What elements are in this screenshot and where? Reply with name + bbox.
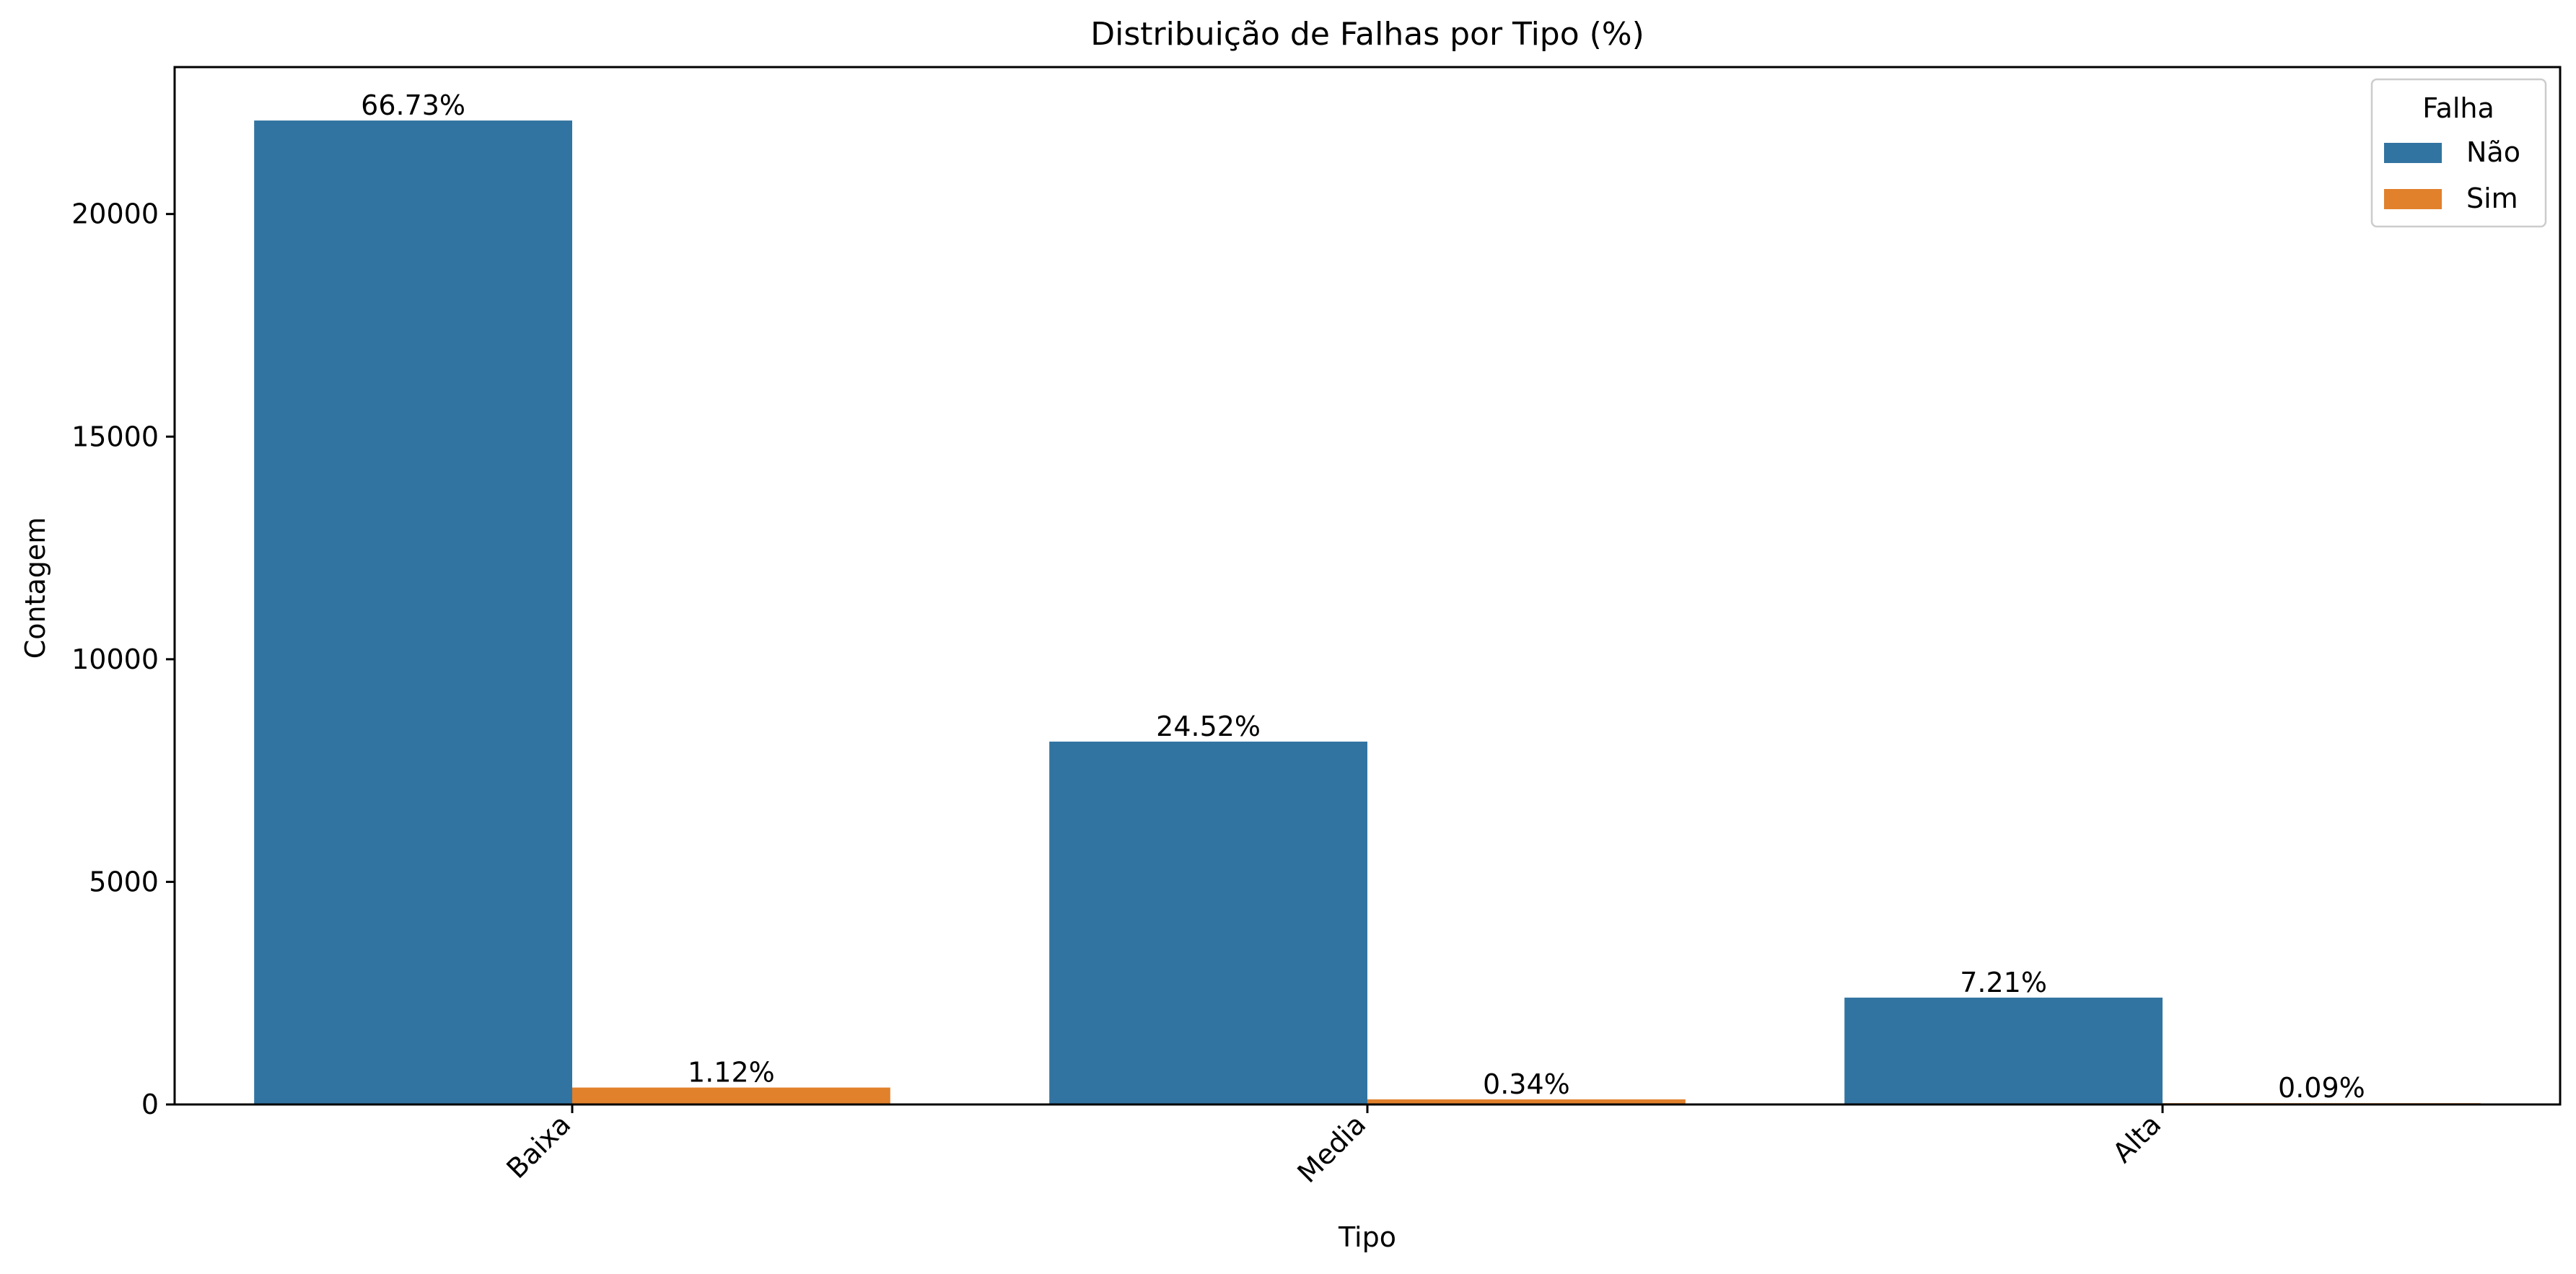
bar-label-baixa-nao: 66.73% bbox=[361, 89, 465, 121]
bar-media-nao bbox=[1049, 742, 1367, 1104]
chart-title: Distribuição de Falhas por Tipo (%) bbox=[1090, 16, 1644, 53]
x-axis-label: Tipo bbox=[1338, 1221, 1396, 1253]
legend-swatch-nao bbox=[2384, 143, 2442, 163]
bar-label-media-sim: 0.34% bbox=[1483, 1068, 1570, 1100]
legend-title: Falha bbox=[2422, 92, 2494, 124]
plot-frame bbox=[173, 66, 2562, 1106]
bar-label-alta-nao: 7.21% bbox=[1960, 967, 2047, 998]
legend-swatch-sim bbox=[2384, 189, 2442, 209]
bar-alta-nao bbox=[1844, 997, 2163, 1104]
legend: Falha Não Sim bbox=[2370, 78, 2547, 228]
bar-baixa-sim bbox=[572, 1087, 890, 1104]
bar-labels-layer: 66.73% 1.12% 24.52% 0.34% 7.21% 0.09% bbox=[361, 89, 2365, 1104]
legend-label-nao: Não bbox=[2466, 136, 2520, 168]
bar-label-media-nao: 24.52% bbox=[1156, 711, 1261, 742]
bar-label-alta-sim: 0.09% bbox=[2278, 1072, 2365, 1104]
y-tick-label: 10000 bbox=[71, 643, 159, 675]
y-tick-label: 20000 bbox=[71, 198, 159, 230]
bars-layer bbox=[254, 120, 2481, 1104]
bar-label-baixa-sim: 1.12% bbox=[688, 1057, 775, 1089]
y-axis-label: Contagem bbox=[19, 517, 51, 659]
y-axis: 0 5000 10000 15000 20000 bbox=[71, 198, 175, 1120]
legend-label-sim: Sim bbox=[2466, 183, 2518, 214]
y-tick-label: 0 bbox=[141, 1089, 159, 1120]
bar-media-sim bbox=[1367, 1099, 1686, 1104]
y-tick-label: 5000 bbox=[89, 866, 159, 897]
y-tick-label: 15000 bbox=[71, 421, 159, 452]
bar-baixa-nao bbox=[254, 120, 572, 1104]
